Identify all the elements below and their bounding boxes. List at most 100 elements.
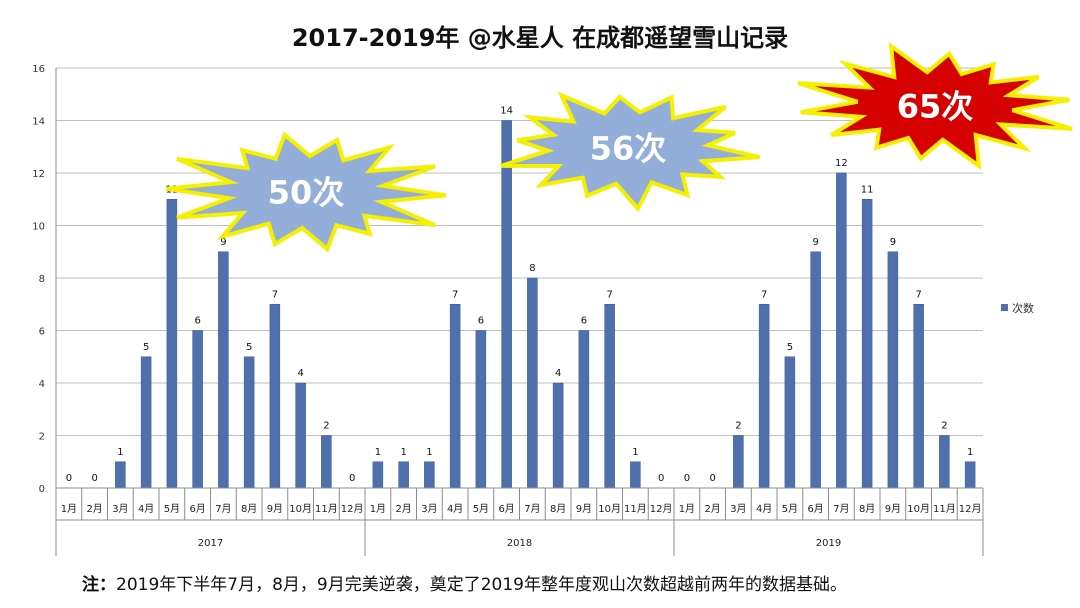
gridlines xyxy=(56,67,983,436)
bar xyxy=(861,199,873,489)
bar xyxy=(295,382,306,489)
month-tick-label: 4月 xyxy=(447,503,463,515)
month-tick-label: 8月 xyxy=(550,503,566,515)
data-label: 4 xyxy=(555,368,561,379)
data-label: 0 xyxy=(658,473,664,484)
year-tick-label: 2017 xyxy=(198,538,223,549)
bar xyxy=(913,304,924,489)
month-tick-label: 5月 xyxy=(473,503,489,515)
month-tick-label: 6月 xyxy=(189,503,205,515)
data-label: 2 xyxy=(323,421,329,432)
month-tick-label: 12月 xyxy=(341,503,364,515)
month-tick-label: 2月 xyxy=(704,503,720,515)
month-tick-label: 12月 xyxy=(650,503,673,515)
data-label: 1 xyxy=(117,447,123,458)
data-label: 2 xyxy=(941,421,947,432)
data-label: 6 xyxy=(478,316,484,327)
burst-label: 56次 xyxy=(590,130,667,168)
data-label: 9 xyxy=(220,237,226,248)
data-label: 5 xyxy=(143,342,149,353)
data-label: 2 xyxy=(735,421,741,432)
bar xyxy=(424,461,435,489)
bar xyxy=(604,304,615,489)
month-tick-label: 6月 xyxy=(807,503,823,515)
footnote-label: 注： xyxy=(82,575,116,595)
data-label: 1 xyxy=(632,447,638,458)
burst-shape xyxy=(500,91,760,213)
data-label: 0 xyxy=(709,473,715,484)
y-tick-label: 16 xyxy=(32,64,45,75)
month-tick-label: 10月 xyxy=(289,503,312,515)
bar xyxy=(527,277,538,489)
month-tick-label: 3月 xyxy=(112,503,128,515)
data-label: 5 xyxy=(787,342,793,353)
annotation-burst: 56次 xyxy=(500,91,760,213)
bar xyxy=(140,356,152,489)
bar xyxy=(398,461,409,489)
chart-title: 2017-2019年 @水星人 在成都遥望雪山记录 xyxy=(291,24,789,52)
month-tick-label: 10月 xyxy=(598,503,621,515)
bar xyxy=(784,356,796,489)
data-label: 11 xyxy=(861,184,874,195)
data-label: 0 xyxy=(684,473,690,484)
bar xyxy=(243,356,255,489)
month-tick-label: 11月 xyxy=(933,503,956,515)
burst-shape xyxy=(797,41,1073,171)
month-tick-label: 3月 xyxy=(421,503,437,515)
data-label: 8 xyxy=(529,263,535,274)
y-tick-label: 8 xyxy=(39,274,45,285)
month-tick-label: 3月 xyxy=(730,503,746,515)
month-tick-label: 10月 xyxy=(907,503,930,515)
month-tick-label: 1月 xyxy=(61,503,77,515)
data-label: 7 xyxy=(452,289,458,300)
legend: 次数 xyxy=(1001,301,1034,315)
bar xyxy=(964,461,976,489)
month-tick-label: 7月 xyxy=(833,503,849,515)
y-tick-label: 4 xyxy=(39,379,45,390)
data-label: 1 xyxy=(426,447,432,458)
bar xyxy=(578,330,590,489)
data-label: 1 xyxy=(967,447,973,458)
month-tick-label: 6月 xyxy=(498,503,514,515)
bar xyxy=(836,172,847,489)
month-tick-label: 1月 xyxy=(679,503,695,515)
bar xyxy=(810,251,821,489)
legend-swatch xyxy=(1001,304,1008,311)
month-tick-label: 11月 xyxy=(315,503,338,515)
data-label: 1 xyxy=(375,447,381,458)
data-label: 5 xyxy=(246,342,252,353)
bar xyxy=(166,199,178,489)
month-tick-label: 8月 xyxy=(859,503,875,515)
data-label: 12 xyxy=(835,158,848,169)
month-tick-label: 4月 xyxy=(138,503,154,515)
annotations: 50次 56次 65次 xyxy=(165,41,1073,253)
bar xyxy=(758,304,770,489)
month-tick-label: 9月 xyxy=(576,503,592,515)
month-tick-label: 12月 xyxy=(959,503,982,515)
data-label: 4 xyxy=(297,368,303,379)
bar xyxy=(552,382,564,489)
data-label: 7 xyxy=(915,289,921,300)
month-tick-label: 8月 xyxy=(241,503,257,515)
y-tick-label: 10 xyxy=(32,222,45,233)
month-tick-label: 1月 xyxy=(370,503,386,515)
data-label: 7 xyxy=(272,289,278,300)
y-tick-label: 0 xyxy=(39,484,45,495)
data-label: 1 xyxy=(400,447,406,458)
month-tick-label: 2月 xyxy=(395,503,411,515)
data-label: 0 xyxy=(66,473,72,484)
month-tick-label: 7月 xyxy=(524,503,540,515)
bar xyxy=(887,251,899,489)
bar xyxy=(501,120,512,489)
data-label: 7 xyxy=(761,289,767,300)
data-label: 9 xyxy=(812,237,818,248)
data-label: 7 xyxy=(606,289,612,300)
month-tick-label: 9月 xyxy=(267,503,283,515)
bar xyxy=(449,304,461,489)
data-label: 0 xyxy=(349,473,355,484)
bar xyxy=(218,251,229,489)
data-label: 6 xyxy=(581,316,587,327)
bars xyxy=(115,120,976,489)
data-labels: 0015116957420111761484671000275912119721 xyxy=(66,106,974,485)
